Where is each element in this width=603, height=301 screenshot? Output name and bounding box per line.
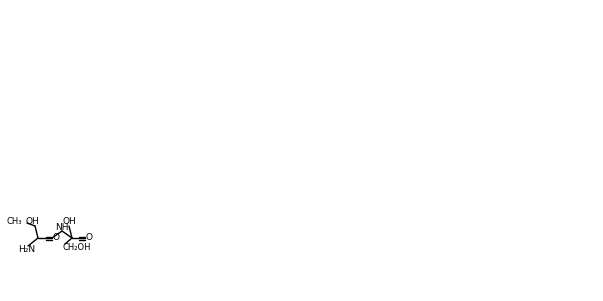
Text: OH: OH: [25, 218, 39, 226]
Text: NH: NH: [55, 224, 69, 232]
Text: CH₃: CH₃: [7, 216, 22, 225]
Text: O: O: [52, 234, 60, 243]
Text: CH₂OH: CH₂OH: [63, 243, 92, 252]
Text: OH: OH: [62, 218, 76, 226]
Text: O: O: [86, 234, 92, 243]
Text: H₂N: H₂N: [18, 244, 35, 253]
